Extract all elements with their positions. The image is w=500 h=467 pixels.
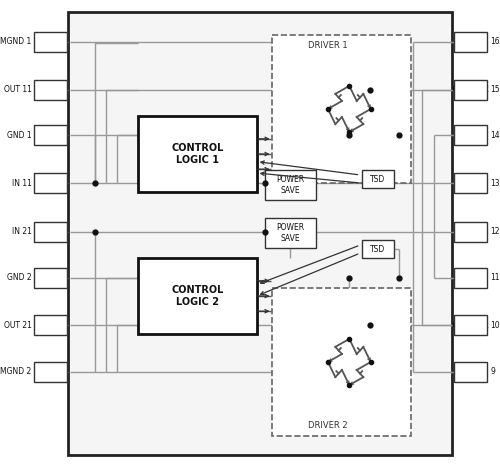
Bar [138,116,256,192]
Bar [454,32,488,52]
Text: 13: 13 [490,178,500,187]
Text: IN 21: IN 21 [12,227,32,236]
Text: 1: 1 [47,37,54,47]
Text: TSD: TSD [370,245,386,254]
Text: OUT 21: OUT 21 [4,320,32,330]
Text: 12: 12 [490,227,500,236]
Text: 3: 3 [47,130,54,140]
Bar [454,315,488,335]
Text: 16: 16 [490,37,500,47]
Text: N. C.: N. C. [458,368,482,376]
Bar [454,80,488,100]
Bar [454,173,488,193]
Text: TSD: TSD [370,175,386,184]
Text: POWER
SAVE: POWER SAVE [276,175,304,195]
Bar [265,218,316,248]
Text: OUT 11: OUT 11 [4,85,32,94]
Text: MGND 2: MGND 2 [0,368,32,376]
Bar [34,125,67,145]
Text: MGND 1: MGND 1 [0,37,32,47]
Bar [138,258,256,334]
Text: DRIVER 1: DRIVER 1 [308,41,348,50]
Bar [454,268,488,288]
Text: Vcc 1: Vcc 1 [457,130,484,140]
Text: IN 22: IN 22 [458,227,484,236]
Text: 4: 4 [47,178,54,187]
Text: OUT 12: OUT 12 [452,85,489,94]
Bar [454,125,488,145]
Bar [362,170,394,188]
Bar [362,240,394,258]
Bar [265,170,316,200]
Text: GND 1: GND 1 [7,130,32,140]
Text: 5: 5 [47,227,54,236]
Text: CONTROL
LOGIC 1: CONTROL LOGIC 1 [172,143,224,165]
Text: Vcc2: Vcc2 [458,274,482,283]
Text: CONTROL
LOGIC 2: CONTROL LOGIC 2 [172,285,224,307]
Text: 6: 6 [47,274,54,283]
Text: 8: 8 [47,368,54,376]
Text: 15: 15 [490,85,500,94]
Bar [34,362,67,382]
Text: GND 2: GND 2 [7,274,32,283]
Text: 14: 14 [490,130,500,140]
Text: DRIVER 2: DRIVER 2 [308,422,348,431]
Text: OUT 22: OUT 22 [452,320,489,330]
Bar [34,32,67,52]
Bar [454,222,488,242]
Bar [34,222,67,242]
Bar [34,80,67,100]
Text: 9: 9 [490,368,495,376]
Bar [272,35,411,183]
Text: POWER
SAVE: POWER SAVE [276,223,304,243]
Text: IN 12: IN 12 [458,178,484,187]
Text: 2: 2 [47,85,54,94]
Text: 10: 10 [490,320,500,330]
Bar [34,173,67,193]
Bar [34,315,67,335]
Text: 7: 7 [47,320,54,330]
Bar [272,288,411,436]
Bar [454,362,488,382]
Text: N. C.: N. C. [458,37,482,47]
Text: 11: 11 [490,274,500,283]
Text: IN 11: IN 11 [12,178,32,187]
Bar [34,268,67,288]
Bar [68,12,452,455]
